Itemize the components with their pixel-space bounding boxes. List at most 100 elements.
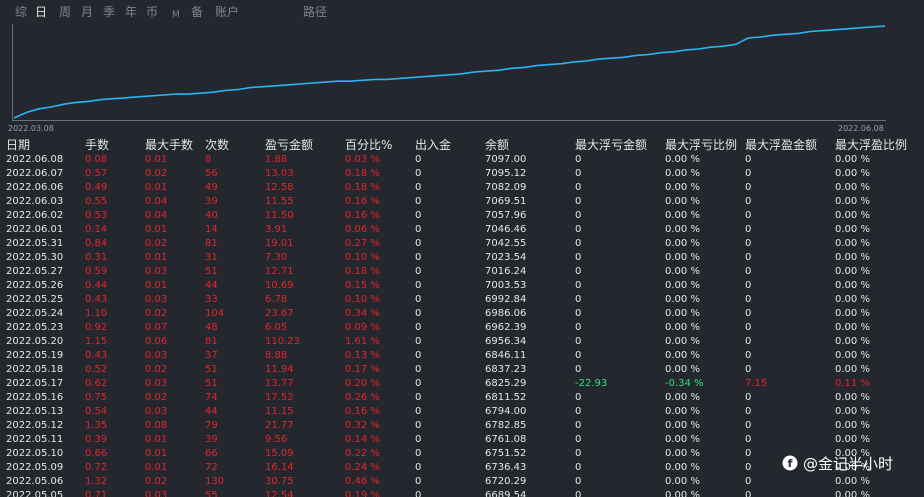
- table-row[interactable]: 2022.05.19 0.43 0.03 37 8.88 0.13 % 0 6846.11 0 0…: [0, 349, 924, 363]
- cell-max-float-profit-pct: 0.00 %: [835, 448, 870, 459]
- table-row[interactable]: 2022.05.05 0.71 0.03 55 12.54 0.19 % 0 6689.54 0…: [0, 489, 924, 497]
- tab-1[interactable]: 日: [35, 5, 48, 19]
- cell-max-float-loss: 0: [575, 196, 582, 207]
- table-row[interactable]: 2022.05.06 1.32 0.02 130 30.75 0.46 % 0 6720.29…: [0, 475, 924, 489]
- cell-trades: 40: [205, 210, 218, 221]
- table-row[interactable]: 2022.06.07 0.57 0.02 56 13.03 0.18 % 0 7095.12 0…: [0, 167, 924, 181]
- cell-pnl: 11.94: [265, 364, 294, 375]
- table-row[interactable]: 2022.06.02 0.53 0.04 40 11.50 0.16 % 0 7057.96 0…: [0, 209, 924, 223]
- watermark-text: @金记半小时: [803, 454, 894, 473]
- cell-percent: 0.06 %: [345, 224, 380, 235]
- header-balance[interactable]: 余额: [485, 138, 510, 152]
- cell-max-float-loss-pct: 0.00 %: [665, 350, 700, 361]
- cell-percent: 0.19 %: [345, 490, 380, 497]
- table-row[interactable]: 2022.05.18 0.52 0.02 51 11.94 0.17 % 0 6837.23 0…: [0, 363, 924, 377]
- table-row[interactable]: 2022.06.06 0.49 0.01 49 12.58 0.18 % 0 7082.09 0…: [0, 181, 924, 195]
- header-pnl[interactable]: 盈亏金额: [265, 138, 314, 152]
- table-row[interactable]: 2022.05.12 1.35 0.08 79 21.77 0.32 % 0 6782.85 0…: [0, 419, 924, 433]
- header-deposit[interactable]: 出入金: [415, 138, 452, 152]
- cell-date: 2022.05.23: [6, 322, 64, 333]
- table-row[interactable]: 2022.06.01 0.14 0.01 14 3.91 0.06 % 0 7046.46 0 0…: [0, 223, 924, 237]
- header-max-float-profit[interactable]: 最大浮盈金额: [745, 138, 818, 152]
- header-lots[interactable]: 手数: [85, 138, 110, 152]
- cell-deposit: 0: [415, 238, 422, 249]
- cell-deposit: 0: [415, 210, 422, 221]
- tab-9[interactable]: 账户: [215, 5, 240, 19]
- table-row[interactable]: 2022.05.16 0.75 0.02 74 17.52 0.26 % 0 6811.52 0…: [0, 391, 924, 405]
- cell-max-float-loss: 0: [575, 154, 582, 165]
- table-row[interactable]: 2022.05.10 0.66 0.01 66 15.09 0.22 % 0 6751.52 0…: [0, 447, 924, 461]
- cell-max-float-loss-pct: 0.00 %: [665, 448, 700, 459]
- cell-date: 2022.05.17: [6, 378, 64, 389]
- cell-max-lots: 0.06: [145, 336, 168, 347]
- cell-balance: 6751.52: [485, 448, 527, 459]
- cell-pnl: 7.30: [265, 252, 288, 263]
- cell-max-float-profit-pct: 0.00 %: [835, 280, 870, 291]
- cell-max-float-profit-pct: 0.00 %: [835, 308, 870, 319]
- cell-max-float-loss: 0: [575, 336, 582, 347]
- cell-max-float-profit-pct: 0.00 %: [835, 364, 870, 375]
- header-max-lots[interactable]: 最大手数: [145, 138, 194, 152]
- cell-max-float-profit-pct: 0.00 %: [835, 154, 870, 165]
- cell-max-lots: 0.02: [145, 364, 168, 375]
- tab-3[interactable]: 月: [81, 5, 94, 19]
- table-row[interactable]: 2022.05.20 1.15 0.06 81 110.23 1.61 % 0 6956.34…: [0, 335, 924, 349]
- cell-percent: 0.16 %: [345, 196, 380, 207]
- cell-trades: 51: [205, 266, 218, 277]
- table-row[interactable]: 2022.05.23 0.92 0.07 48 6.05 0.09 % 0 6962.39 0 0…: [0, 321, 924, 335]
- table-row[interactable]: 2022.05.24 1.10 0.02 104 23.67 0.34 % 0 6986.06…: [0, 307, 924, 321]
- cell-trades: 55: [205, 490, 218, 497]
- cell-date: 2022.06.06: [6, 182, 64, 193]
- cell-trades: 51: [205, 378, 218, 389]
- cell-max-float-loss: 0: [575, 182, 582, 193]
- table-row[interactable]: 2022.05.11 0.39 0.01 39 9.56 0.14 % 0 6761.08 0 0…: [0, 433, 924, 447]
- tab-7[interactable]: M: [172, 10, 180, 20]
- cell-lots: 0.55: [85, 196, 108, 207]
- cell-pnl: 15.09: [265, 448, 294, 459]
- header-percent[interactable]: 百分比%: [345, 138, 393, 152]
- tab-4[interactable]: 季: [103, 5, 116, 19]
- table-row[interactable]: 2022.05.26 0.44 0.01 44 10.69 0.15 % 0 7003.53 0…: [0, 279, 924, 293]
- tab-5[interactable]: 年: [125, 5, 138, 19]
- cell-pnl: 8.88: [265, 350, 288, 361]
- cell-max-float-profit: 0: [745, 406, 752, 417]
- cell-max-float-loss: 0: [575, 266, 582, 277]
- cell-max-float-profit: 0: [745, 490, 752, 497]
- tab-10[interactable]: 路径: [303, 5, 328, 19]
- table-row[interactable]: 2022.05.27 0.59 0.03 51 12.71 0.18 % 0 7016.24 0…: [0, 265, 924, 279]
- cell-lots: 0.43: [85, 294, 108, 305]
- cell-date: 2022.05.10: [6, 448, 64, 459]
- table-row[interactable]: 2022.05.13 0.54 0.03 44 11.15 0.16 % 0 6794.00 0…: [0, 405, 924, 419]
- table-row[interactable]: 2022.06.08 0.08 0.01 8 1.88 0.03 % 0 7097.00 0 0.…: [0, 153, 924, 167]
- header-date[interactable]: 日期: [6, 138, 31, 152]
- header-max-float-profit-pct[interactable]: 最大浮盈比例: [835, 138, 908, 152]
- cell-percent: 1.61 %: [345, 336, 380, 347]
- tab-0[interactable]: 综: [15, 5, 28, 19]
- cell-balance: 6846.11: [485, 350, 527, 361]
- cell-max-lots: 0.01: [145, 434, 168, 445]
- header-trades[interactable]: 次数: [205, 138, 230, 152]
- tab-6[interactable]: 币: [146, 5, 159, 19]
- cell-max-float-loss-pct: 0.00 %: [665, 476, 700, 487]
- header-max-float-loss[interactable]: 最大浮亏金额: [575, 138, 648, 152]
- table-row[interactable]: 2022.05.31 0.84 0.02 81 19.01 0.27 % 0 7042.55 0…: [0, 237, 924, 251]
- cell-trades: 79: [205, 420, 218, 431]
- table-row[interactable]: 2022.06.03 0.55 0.04 39 11.55 0.16 % 0 7069.51 0…: [0, 195, 924, 209]
- tab-2[interactable]: 周: [59, 5, 72, 19]
- cell-max-float-loss-pct: 0.00 %: [665, 490, 700, 497]
- tab-8[interactable]: 备: [191, 5, 204, 19]
- cell-deposit: 0: [415, 434, 422, 445]
- cell-max-float-loss-pct: 0.00 %: [665, 154, 700, 165]
- cell-pnl: 13.77: [265, 378, 294, 389]
- cell-lots: 0.59: [85, 266, 108, 277]
- cell-deposit: 0: [415, 322, 422, 333]
- table-row[interactable]: 2022.05.25 0.43 0.03 33 6.78 0.10 % 0 6992.84 0 0…: [0, 293, 924, 307]
- cell-max-float-profit: 7.15: [745, 378, 768, 389]
- table-row[interactable]: 2022.05.09 0.72 0.01 72 16.14 0.24 % 0 6736.43 0…: [0, 461, 924, 475]
- cell-max-lots: 0.01: [145, 154, 168, 165]
- cell-trades: 48: [205, 322, 218, 333]
- table-row[interactable]: 2022.05.17 0.62 0.03 51 13.77 0.20 % 0 6825.29 -…: [0, 377, 924, 391]
- header-max-float-loss-pct[interactable]: 最大浮亏比例: [665, 138, 738, 152]
- table-row[interactable]: 2022.05.30 0.31 0.01 31 7.30 0.10 % 0 7023.54 0 0…: [0, 251, 924, 265]
- cell-max-float-loss-pct: 0.00 %: [665, 182, 700, 193]
